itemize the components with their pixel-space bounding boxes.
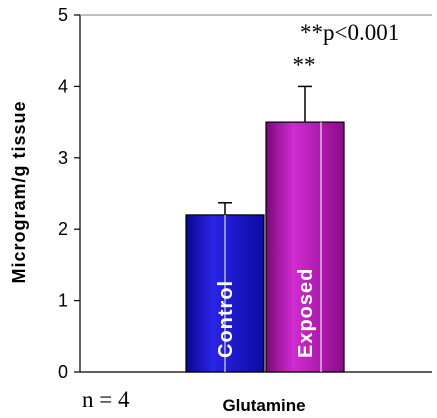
x-axis-title: Glutamine — [222, 396, 305, 415]
bar-exposed — [265, 121, 345, 373]
y-tick-label: 2 — [58, 219, 68, 239]
y-tick-label: 0 — [58, 362, 68, 382]
y-tick-label: 5 — [58, 5, 68, 25]
significance-marker: ** — [293, 52, 316, 77]
y-tick-label: 3 — [58, 148, 68, 168]
y-axis-title: Microgram/g tissue — [9, 100, 29, 283]
bar-label-exposed: Exposed — [295, 268, 317, 358]
y-tick-label: 1 — [58, 291, 68, 311]
bars: Control ** Exposed — [185, 52, 345, 373]
n-note: n = 4 — [82, 387, 130, 412]
y-tick-label: 4 — [58, 76, 68, 96]
y-ticks: 0 1 2 3 4 5 — [58, 5, 80, 382]
p-value-note: **p<0.001 — [300, 20, 399, 45]
bar-label-control: Control — [215, 280, 237, 358]
